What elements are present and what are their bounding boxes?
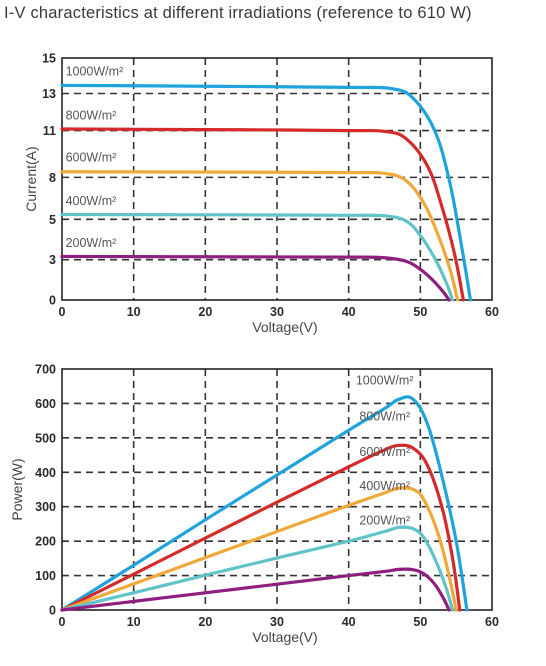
iv-series-label: 600W/m² [66,150,117,164]
pv-series-label: 600W/m² [359,445,410,459]
pv-series-label: 1000W/m² [356,373,414,387]
pv-y-tick-label: 200 [35,535,56,549]
iv-x-tick-label: 20 [198,305,212,319]
pv-x-tick-label: 0 [59,615,66,629]
pv-x-tick-label: 60 [485,615,499,629]
iv-series-label: 200W/m² [66,236,117,250]
iv-y-axis-label: Current(A) [23,146,39,211]
pv-series-line [60,567,451,612]
iv-y-tick-label: 13 [42,87,56,101]
pv-y-tick-label: 500 [35,431,56,445]
pv-series-label: 200W/m² [359,514,410,528]
pv-series-line [60,443,462,612]
iv-series-line [60,212,455,302]
iv-x-tick-label: 50 [413,305,427,319]
pv-x-tick-label: 20 [198,615,212,629]
iv-y-tick-label: 0 [49,294,56,308]
iv-x-axis-label: Voltage(V) [252,319,317,335]
pv-y-axis-label: Power(W) [9,458,25,520]
iv-x-tick-label: 10 [127,305,141,319]
pv-y-tick-label: 400 [35,466,56,480]
pv-y-tick-label: 700 [35,363,56,377]
pv-x-axis-label: Voltage(V) [252,629,317,645]
pv-series-label: 800W/m² [359,410,410,424]
iv-series-label: 400W/m² [66,194,117,208]
iv-y-tick-label: 8 [49,171,56,185]
iv-y-tick-label: 15 [42,52,56,66]
iv-series-line [60,170,460,302]
pv-x-tick-label: 40 [342,615,356,629]
pv-y-tick-label: 300 [35,500,56,514]
pv-x-tick-label: 30 [270,615,284,629]
pv-curve-plot: 0 10 20 30 40 50 600100200300400500600700Volta… [9,363,499,646]
iv-x-tick-label: 30 [270,305,284,319]
pv-y-tick-label: 100 [35,569,56,583]
pv-grid [62,369,492,610]
iv-y-tick-label: 11 [43,124,56,138]
iv-y-tick-label: 5 [49,213,56,227]
iv-grid [62,58,492,300]
chart-title: I-V characteristics at different irradia… [4,4,472,22]
pv-series-label: 400W/m² [359,479,410,493]
pv-x-tick-label: 10 [127,615,141,629]
iv-series-line [60,254,451,302]
iv-x-tick-label: 0 [59,305,66,319]
iv-series-label: 800W/m² [66,108,117,122]
iv-series-label: 1000W/m² [66,65,124,79]
iv-x-tick-label: 40 [342,305,356,319]
iv-plot-frame [61,57,493,301]
pv-y-tick-label: 600 [35,397,56,411]
pv-series-line [60,395,469,612]
iv-series-line [60,127,465,302]
iv-series-line [60,83,473,302]
pv-series-line [60,525,455,612]
iv-x-tick-label: 60 [485,305,499,319]
iv-curve-plot: 0 10 20 30 40 50 60 0 3 5 8 11 13 15 Voltage(V) Current… [23,52,499,336]
pv-plot-frame [61,368,493,611]
pv-y-tick-label: 0 [49,604,56,618]
iv-y-tick-label: 3 [49,253,56,267]
pv-series-line [60,486,458,612]
pv-x-tick-label: 50 [413,615,427,629]
